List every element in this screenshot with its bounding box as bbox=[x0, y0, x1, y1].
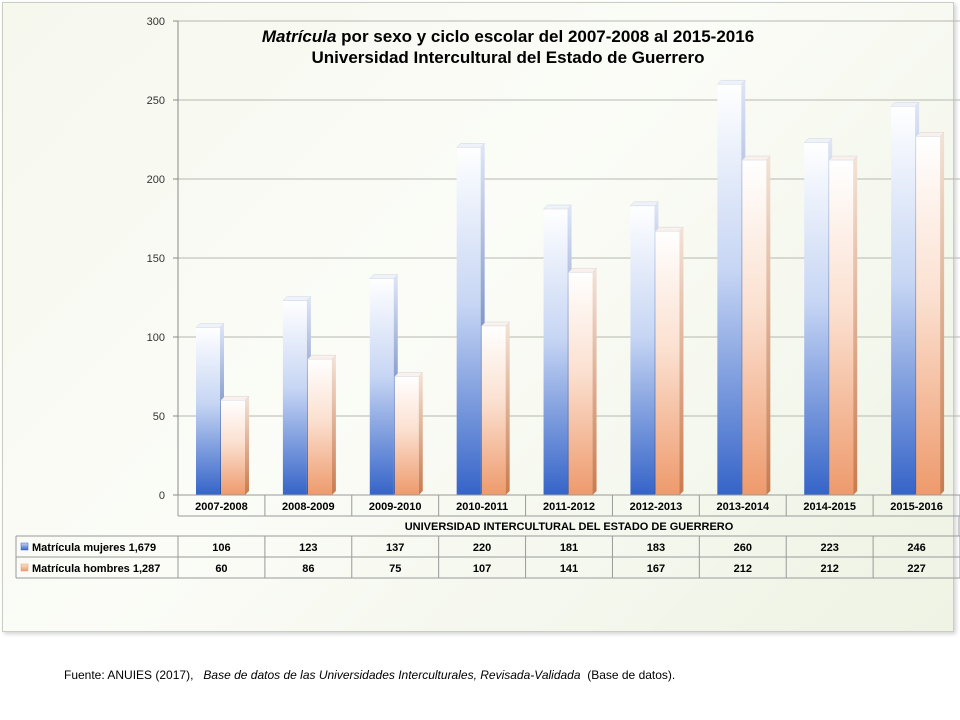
data-label: 60 bbox=[215, 563, 227, 575]
y-tick-label: 300 bbox=[147, 16, 165, 28]
data-label: 260 bbox=[734, 542, 752, 554]
x-category-label: 2010-2011 bbox=[456, 501, 508, 513]
data-label: 246 bbox=[907, 542, 925, 554]
source-italic: Base de datos de las Universidades Inter… bbox=[203, 668, 581, 682]
bar-hombres bbox=[654, 226, 685, 495]
source-note: Fuente: ANUIES (2017), Base de datos de … bbox=[64, 668, 675, 682]
chart-title-rest: por sexo y ciclo escolar del 2007-2008 a… bbox=[336, 27, 754, 46]
x-category-label: 2013-2014 bbox=[716, 501, 769, 513]
x-category-label: 2014-2015 bbox=[803, 501, 856, 513]
chart-subtitle: Universidad Intercultural del Estado de … bbox=[312, 48, 705, 67]
bar-hombres bbox=[741, 155, 771, 496]
data-label: 181 bbox=[560, 542, 578, 554]
y-axis: 0 50 100 150 200 250 300 bbox=[147, 16, 179, 502]
legend-series-name: Matrícula mujeres 1,679 bbox=[32, 542, 156, 554]
bar-hombres bbox=[828, 155, 858, 496]
data-label: 123 bbox=[299, 542, 317, 554]
bar-hombres bbox=[307, 354, 337, 495]
bar-mujeres bbox=[629, 201, 660, 496]
data-label: 106 bbox=[212, 542, 230, 554]
data-label: 223 bbox=[820, 542, 838, 554]
bar-hombres bbox=[915, 132, 945, 495]
source-suffix: (Base de datos). bbox=[587, 668, 676, 682]
source-prefix: Fuente: ANUIES (2017), bbox=[64, 668, 194, 682]
bar-mujeres bbox=[890, 102, 920, 495]
data-label: 183 bbox=[647, 542, 665, 554]
data-label: 212 bbox=[734, 563, 752, 575]
bar-mujeres bbox=[282, 296, 312, 495]
x-category-label: 2011-2012 bbox=[543, 501, 595, 513]
bars bbox=[195, 79, 945, 496]
data-label: 137 bbox=[386, 542, 404, 554]
y-tick-label: 100 bbox=[147, 332, 165, 344]
data-label: 220 bbox=[473, 542, 491, 554]
x-category-label: 2012-2013 bbox=[630, 501, 683, 513]
y-tick-label: 0 bbox=[159, 490, 165, 502]
chart-title: Matrícula por sexo y ciclo escolar del 2… bbox=[262, 27, 754, 46]
data-label: 212 bbox=[820, 563, 838, 575]
bar-mujeres bbox=[195, 323, 225, 495]
legend-series-name: Matrícula hombres 1,287 bbox=[32, 563, 160, 575]
x-category-label: 2007-2008 bbox=[195, 501, 248, 513]
bar-mujeres bbox=[542, 204, 573, 495]
data-label: 107 bbox=[473, 563, 491, 575]
y-tick-label: 250 bbox=[147, 95, 165, 107]
bar-hombres bbox=[481, 321, 511, 495]
y-tick-label: 200 bbox=[147, 174, 165, 186]
bar-mujeres bbox=[716, 79, 746, 495]
data-label: 86 bbox=[302, 563, 314, 575]
bar-mujeres bbox=[456, 143, 486, 495]
bar-hombres bbox=[394, 372, 424, 495]
y-tick-label: 150 bbox=[147, 253, 165, 265]
bar-mujeres bbox=[803, 138, 833, 495]
x-category-label: 2008-2009 bbox=[282, 501, 335, 513]
bar-hombres bbox=[220, 395, 250, 495]
x-category-label: 2015-2016 bbox=[890, 501, 943, 513]
category-group-label: UNIVERSIDAD INTERCULTURAL DEL ESTADO DE … bbox=[405, 521, 734, 533]
data-label: 167 bbox=[647, 563, 665, 575]
data-label: 227 bbox=[907, 563, 925, 575]
data-label: 141 bbox=[560, 563, 578, 575]
bar-mujeres bbox=[369, 274, 399, 495]
chart-title-emphasis: Matrícula bbox=[262, 27, 337, 46]
legend-key-mujeres bbox=[20, 542, 29, 551]
data-label: 75 bbox=[389, 563, 401, 575]
bar-hombres bbox=[567, 267, 598, 495]
x-category-label: 2009-2010 bbox=[369, 501, 422, 513]
y-tick-label: 50 bbox=[153, 411, 165, 423]
legend-key-hombres bbox=[20, 563, 29, 572]
data-table: 2007-2008 2008-2009 2009-2010 2010-2011 2011… bbox=[15, 494, 960, 579]
